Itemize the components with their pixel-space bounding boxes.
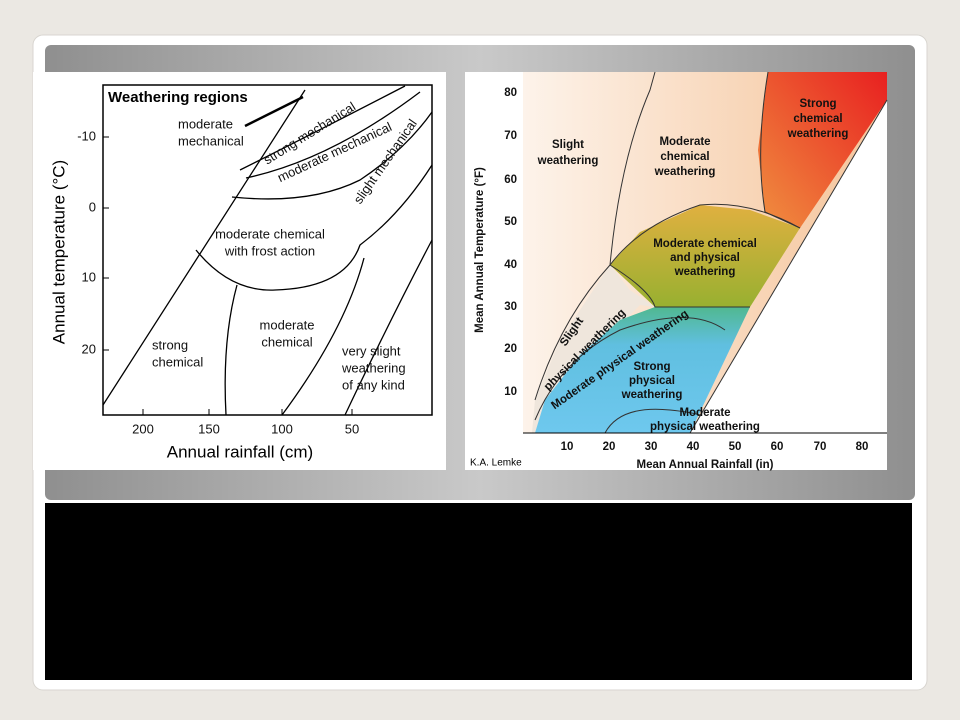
region-label: chemical <box>152 354 203 369</box>
region-label: Strong <box>633 361 670 373</box>
x-tick-label: 150 <box>198 421 220 436</box>
x-tick-label: 100 <box>271 421 293 436</box>
region-label: and physical <box>670 252 740 264</box>
region-label: chemical <box>660 151 709 163</box>
text-box <box>45 503 912 680</box>
region-label: moderate chemical <box>215 226 325 241</box>
y-tick-label: 10 <box>504 386 517 398</box>
plot-frame <box>102 84 433 416</box>
y-axis-label: Annual temperature (°C) <box>49 160 68 344</box>
y-tick-label: 80 <box>504 87 517 99</box>
x-tick-label: 20 <box>603 441 616 453</box>
x-tick-label: 50 <box>345 421 359 436</box>
y-tick-label: 60 <box>504 174 517 186</box>
region-label: weathering <box>787 128 849 140</box>
region-label: Moderate <box>659 136 710 148</box>
region-label: weathering <box>621 389 683 401</box>
x-axis-label: Mean Annual Rainfall (in) <box>637 459 774 471</box>
credit: K.A. Lemke <box>470 458 522 469</box>
diagram-title: Weathering regions <box>108 89 248 106</box>
region-label: Strong <box>799 98 836 110</box>
x-tick-label: 50 <box>729 441 742 453</box>
right-diagram: 80 70 60 50 40 30 20 10 10 20 30 40 50 6… <box>465 71 888 471</box>
y-axis-label: Mean Annual Temperature (°F) <box>474 167 486 333</box>
region-label: moderate <box>260 317 315 332</box>
x-axis-label: Annual rainfall (cm) <box>167 442 313 461</box>
y-tick-label: 50 <box>504 216 517 228</box>
region-label: Moderate <box>679 407 730 419</box>
region-label: chemical <box>261 334 312 349</box>
x-tick-label: 60 <box>771 441 784 453</box>
region-label: weathering <box>674 266 736 278</box>
y-tick-label: 40 <box>504 259 517 271</box>
left-image <box>33 72 446 470</box>
y-tick-label: 30 <box>504 301 517 313</box>
y-tick-label: 70 <box>504 130 517 142</box>
region-label: strong <box>152 337 188 352</box>
x-tick-label: 40 <box>687 441 700 453</box>
region-label: chemical <box>793 113 842 125</box>
x-tick-label: 200 <box>132 421 154 436</box>
y-tick-label: 0 <box>89 199 96 214</box>
y-tick-label: 10 <box>82 269 96 284</box>
x-tick-label: 10 <box>561 441 574 453</box>
region-label: weathering <box>341 360 406 375</box>
region-label: weathering <box>654 166 716 178</box>
region-label: mechanical <box>178 133 244 148</box>
y-tick-label: 20 <box>82 341 96 356</box>
region-boundaries <box>102 85 433 416</box>
left-diagram: Weathering regions -10 0 10 20 200 150 1… <box>33 72 446 470</box>
chemical-physical-region <box>610 205 800 307</box>
region-label: physical <box>629 375 675 387</box>
strong-chemical-region <box>758 72 887 228</box>
region-label: Slight <box>552 139 584 151</box>
region-boundaries <box>534 71 888 434</box>
region-label: very slight <box>342 343 401 358</box>
y-tick-label: -10 <box>77 128 96 143</box>
region-label: weathering <box>537 155 599 167</box>
x-tick-label: 80 <box>856 441 869 453</box>
region-label: moderate <box>178 116 233 131</box>
region-label: with frost action <box>224 243 315 258</box>
region-label: physical weathering <box>650 421 760 433</box>
x-tick-label: 70 <box>814 441 827 453</box>
ticks <box>103 136 353 415</box>
y-tick-label: 20 <box>504 343 517 355</box>
physical-region <box>535 307 750 433</box>
x-tick-label: 30 <box>645 441 658 453</box>
region-label: of any kind <box>342 377 405 392</box>
region-label: Moderate chemical <box>653 238 757 250</box>
